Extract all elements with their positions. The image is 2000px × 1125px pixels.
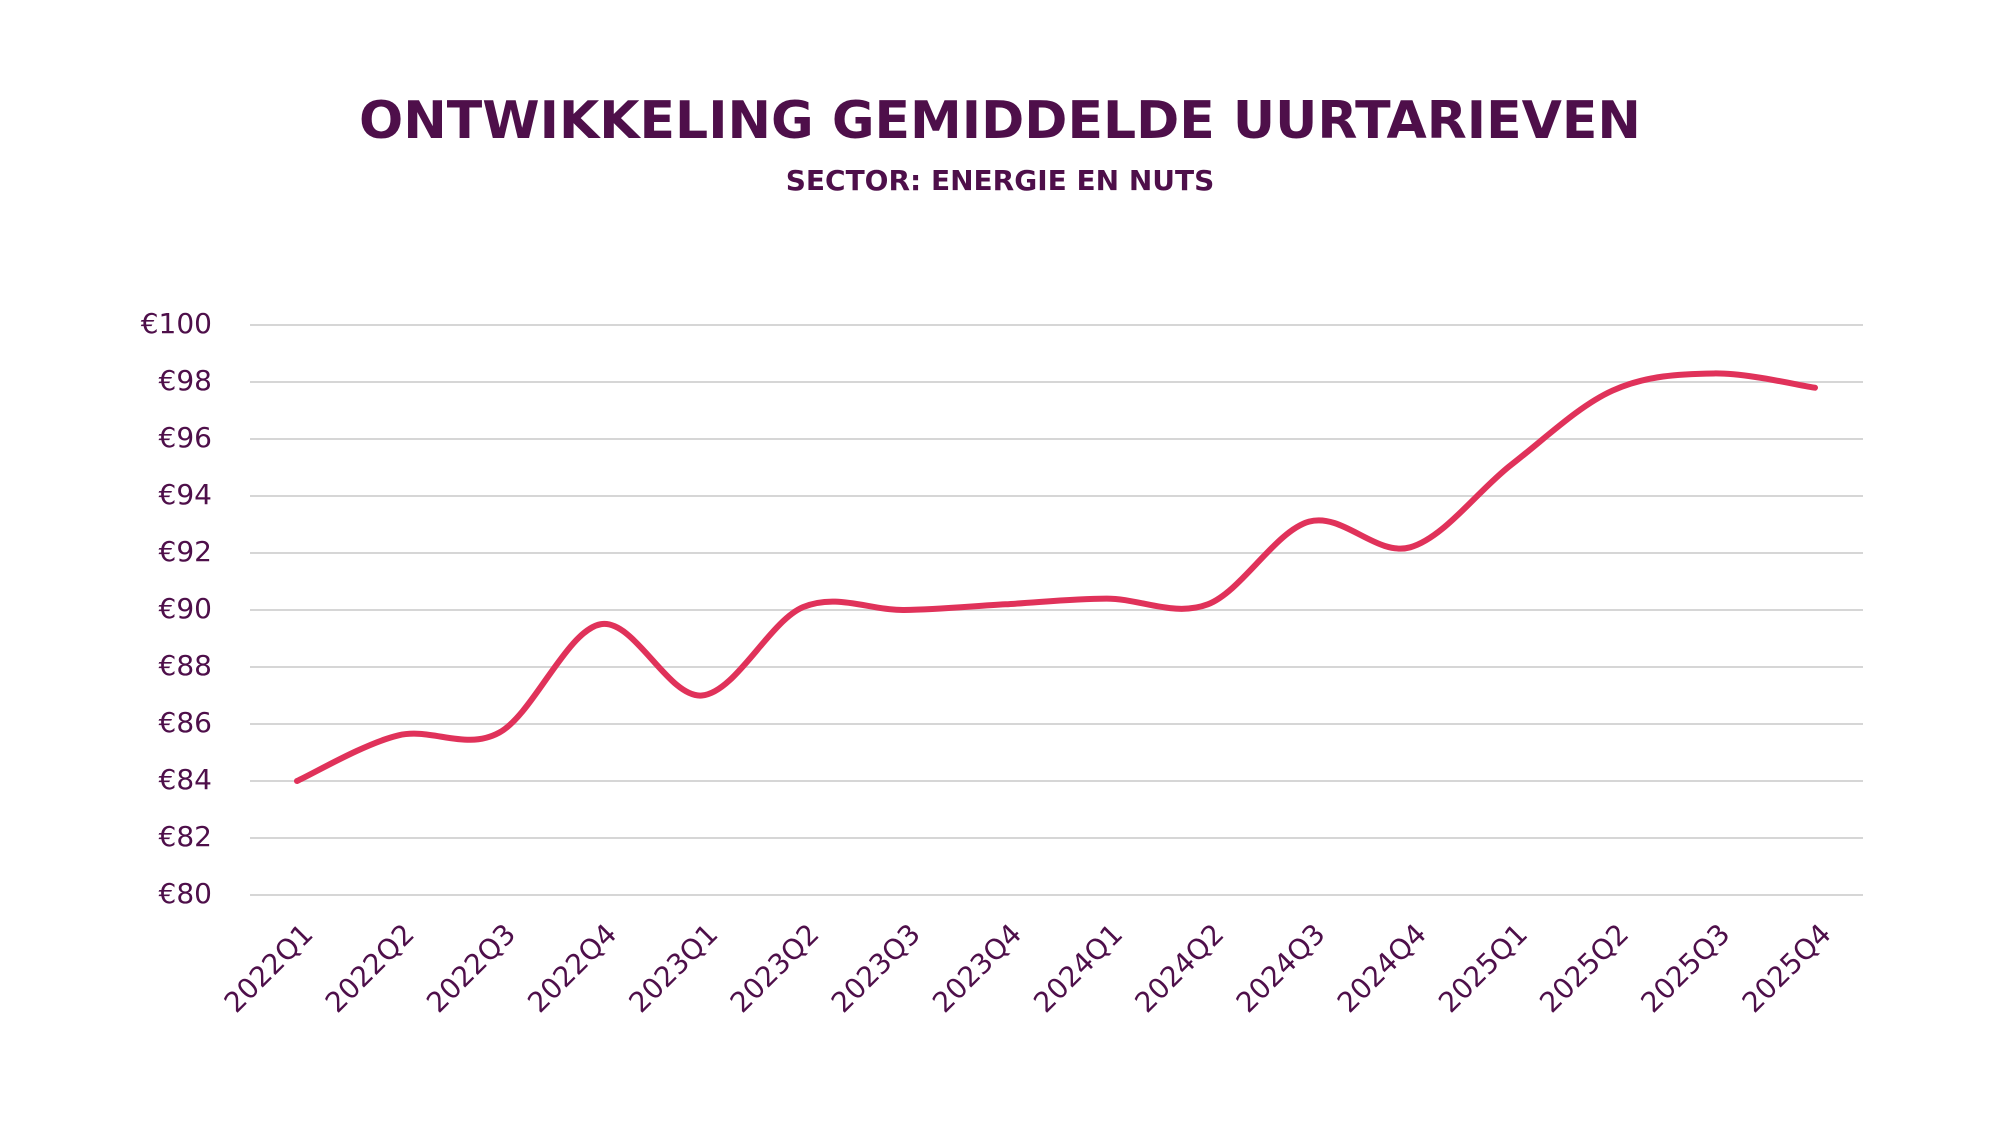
y-tick-label: €82 bbox=[159, 820, 212, 853]
y-tick-label: €94 bbox=[159, 478, 212, 511]
y-tick-label: €92 bbox=[159, 535, 212, 568]
y-tick-label: €86 bbox=[159, 706, 212, 739]
data-line bbox=[294, 370, 1818, 784]
y-tick-label: €88 bbox=[159, 649, 212, 682]
chart-title: ONTWIKKELING GEMIDDELDE UURTARIEVEN bbox=[359, 91, 1641, 151]
chart-subtitle: SECTOR: ENERGIE EN NUTS bbox=[786, 164, 1215, 197]
y-tick-label: €100 bbox=[141, 307, 212, 340]
y-tick-label: €80 bbox=[159, 877, 212, 910]
y-tick-label: €96 bbox=[159, 421, 212, 454]
y-tick-label: €90 bbox=[159, 592, 212, 625]
y-tick-label: €84 bbox=[159, 763, 212, 796]
y-tick-label: €98 bbox=[159, 364, 212, 397]
